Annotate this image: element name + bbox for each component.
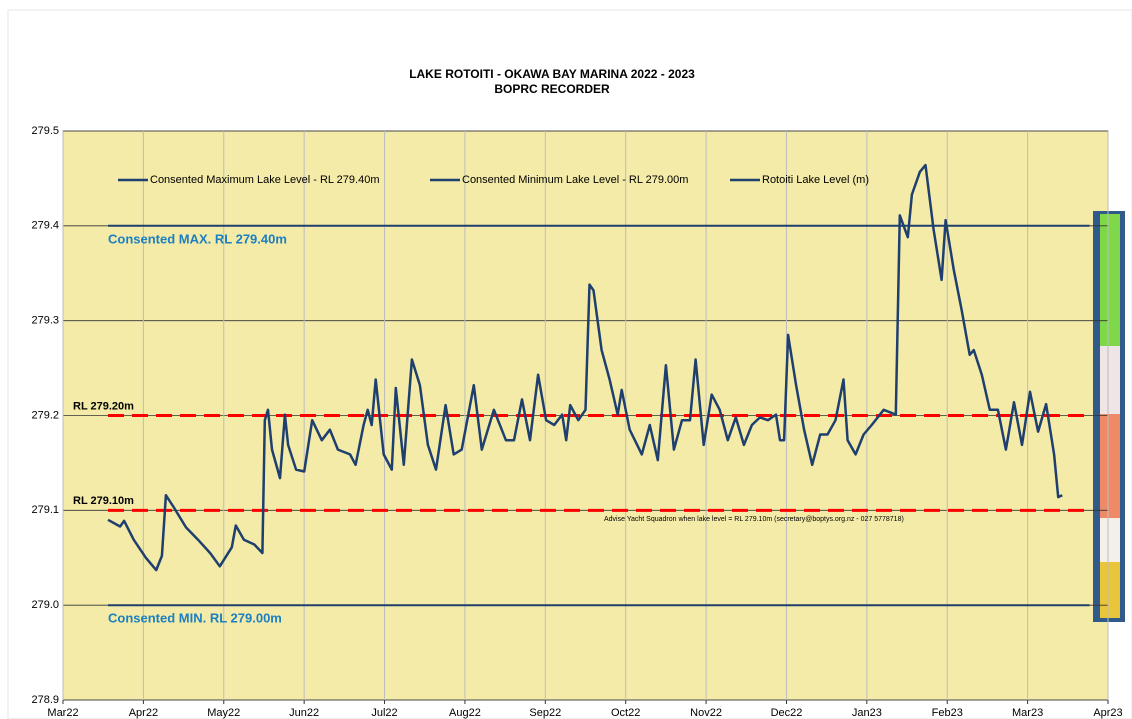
chart-title: LAKE ROTOITI - OKAWA BAY MARINA 2022 - 2… — [409, 67, 695, 81]
x-tick-label: Jun22 — [289, 707, 319, 719]
x-tick-label: Mar23 — [1012, 707, 1043, 719]
x-tick-label: Aug22 — [449, 707, 481, 719]
legend-label: Consented Maximum Lake Level - RL 279.40… — [150, 174, 380, 186]
page: {"chart_data": {"type": "line", "title":… — [0, 0, 1132, 719]
gauge-photo — [1093, 211, 1125, 622]
gauge-band — [1100, 562, 1120, 618]
annotation: Consented MAX. RL 279.40m — [108, 231, 287, 246]
y-tick-label: 279.0 — [31, 599, 59, 611]
y-tick-label: 278.9 — [31, 694, 59, 706]
legend-label: Consented Minimum Lake Level - RL 279.00… — [462, 174, 688, 186]
x-tick-label: Feb23 — [932, 707, 963, 719]
gauge-band — [1100, 214, 1120, 346]
x-tick-label: Apr23 — [1093, 707, 1122, 719]
x-tick-label: Jul22 — [371, 707, 397, 719]
gauge-band — [1100, 518, 1120, 562]
x-tick-label: Apr22 — [129, 707, 158, 719]
y-tick-label: 279.2 — [31, 409, 59, 421]
x-tick-label: Mar22 — [47, 707, 78, 719]
annotation: Consented MIN. RL 279.00m — [108, 611, 282, 626]
x-tick-label: May22 — [207, 707, 240, 719]
gauge-band — [1100, 414, 1120, 518]
reference-label: RL 279.20m — [73, 400, 134, 412]
x-tick-label: Nov22 — [690, 707, 722, 719]
y-tick-label: 279.4 — [31, 220, 59, 232]
gauge-band — [1100, 346, 1120, 414]
x-tick-label: Oct22 — [611, 707, 640, 719]
y-tick-label: 279.3 — [31, 315, 59, 327]
legend-label: Rotoiti Lake Level (m) — [762, 174, 869, 186]
chart: LAKE ROTOITI - OKAWA BAY MARINA 2022 - 2… — [0, 0, 1132, 719]
reference-label: RL 279.10m — [73, 495, 134, 507]
chart-subtitle: BOPRC RECORDER — [494, 82, 610, 96]
x-tick-label: Sep22 — [529, 707, 561, 719]
annotation: Advise Yacht Squadron when lake level = … — [604, 516, 904, 523]
y-tick-label: 279.1 — [31, 504, 59, 516]
y-tick-label: 279.5 — [31, 125, 59, 137]
x-tick-label: Dec22 — [771, 707, 803, 719]
x-tick-label: Jan23 — [852, 707, 882, 719]
